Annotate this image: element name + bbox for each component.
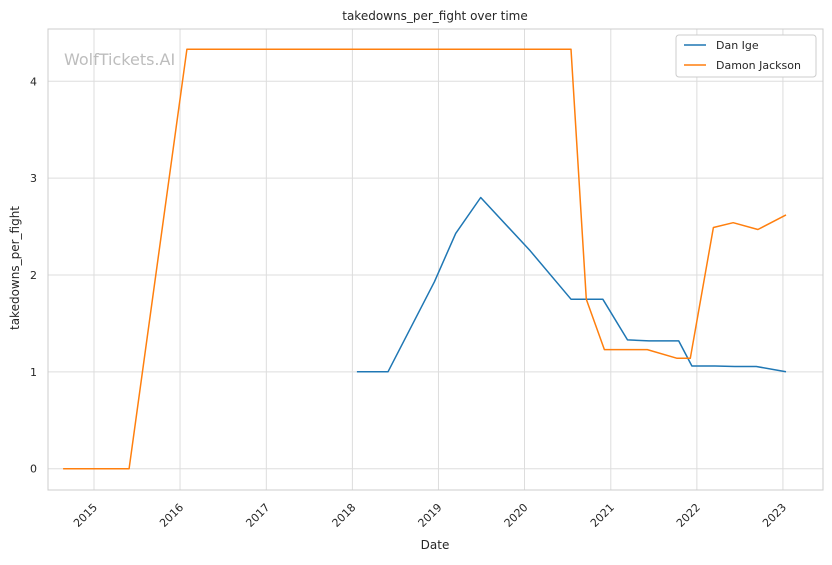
series-layer <box>63 48 787 470</box>
legend: Dan Ige Damon Jackson <box>675 34 817 78</box>
series-line-damon-jackson <box>63 48 787 470</box>
legend-box <box>675 34 817 78</box>
legend-label: Dan Ige <box>716 39 759 52</box>
x-axis-label: Date <box>421 538 450 552</box>
series-line-dan-ige <box>356 196 787 373</box>
grid-layer <box>48 29 823 490</box>
y-tick-label: 0 <box>30 463 37 476</box>
chart-title: takedowns_per_fight over time <box>342 9 528 23</box>
plot-frame <box>47 28 824 491</box>
y-tick-label: 2 <box>30 269 37 282</box>
y-tick-label: 4 <box>30 75 37 88</box>
y-axis-label: takedowns_per_fight <box>8 206 22 330</box>
y-tick-label: 1 <box>30 366 37 379</box>
y-tick-label: 3 <box>30 172 37 185</box>
watermark-text: WolfTickets.AI <box>64 50 175 69</box>
legend-label: Damon Jackson <box>716 59 801 72</box>
